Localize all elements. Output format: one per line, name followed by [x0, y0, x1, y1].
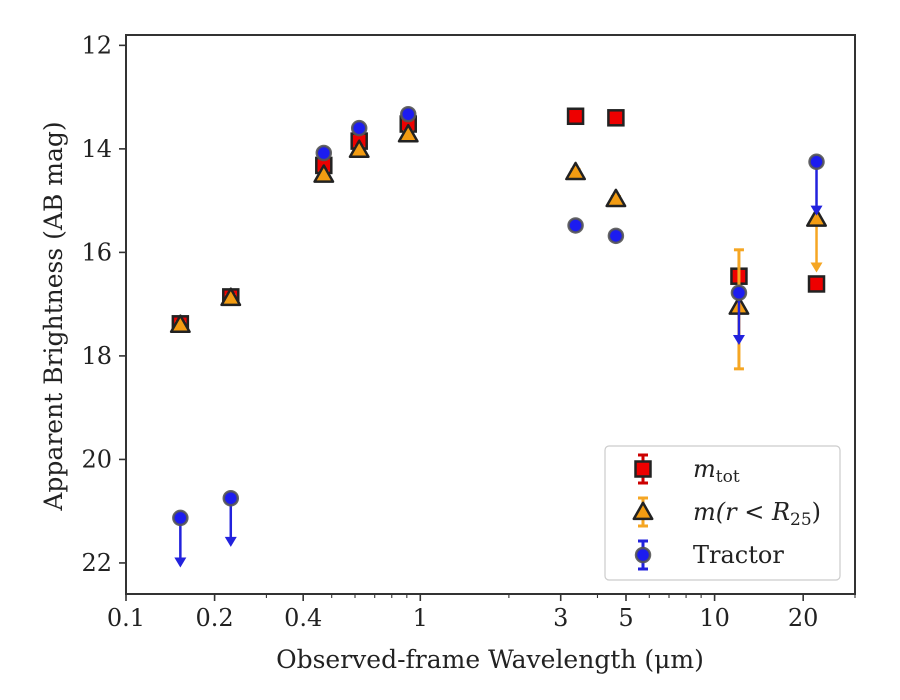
legend-entry: m(r < R25) [632, 496, 821, 530]
data-point [350, 119, 368, 137]
upper-limit-arrowhead [174, 557, 187, 568]
data-point [807, 275, 826, 293]
y-tick-label: 16 [81, 238, 112, 266]
upper-limit-arrowhead [810, 205, 823, 216]
legend-label: Tractor [693, 541, 784, 569]
x-tick-label: 20 [788, 604, 819, 632]
y-tick-label: 18 [81, 342, 112, 370]
data-point [222, 489, 240, 507]
series-1 [171, 107, 826, 333]
legend-entry: Tractor [634, 539, 784, 571]
plot-frame [125, 34, 856, 595]
legend-label: m(r < R25) [693, 498, 821, 530]
x-axis-label: Observed-frame Wavelength (μm) [276, 645, 704, 674]
data-point [566, 107, 585, 126]
data-point [220, 287, 242, 307]
upper-limit-arrowhead [732, 334, 745, 345]
data-point [348, 139, 370, 159]
data-point [607, 227, 625, 245]
data-point [567, 217, 584, 234]
data-point [399, 105, 417, 123]
x-tick-label: 0.4 [284, 604, 322, 632]
legend-label-main: m [693, 455, 716, 483]
data-point [172, 509, 189, 527]
upper-limit-arrowhead [224, 536, 237, 547]
x-tick-label: 5 [618, 604, 633, 632]
legend-label: mtot [693, 455, 740, 487]
series-3 [172, 105, 825, 568]
y-tick-label: 12 [81, 31, 112, 59]
data-point [806, 208, 827, 227]
legend-label-subscript: 25 [790, 510, 812, 530]
y-axis-label: Apparent Brightness (AB mag) [39, 121, 68, 511]
data-point [397, 123, 419, 143]
data-point [607, 109, 625, 127]
data-point [313, 164, 335, 183]
x-tick-label: 3 [553, 604, 568, 632]
y-tick-label: 22 [81, 549, 112, 577]
data-point [730, 284, 748, 302]
legend-label-main: m(r < R [693, 498, 790, 526]
y-tick-label: 14 [81, 135, 112, 163]
data-point [565, 161, 587, 181]
axes: 0.1 0.2 0.4 1 3 5 10 20 12 14 16 18 20 22 [81, 31, 856, 632]
x-tick-label: 0.1 [107, 604, 145, 632]
y-tick-label: 20 [81, 445, 112, 473]
series-2 [169, 123, 827, 371]
data-point [169, 314, 191, 334]
legend-marker [632, 501, 654, 521]
x-tick-label: 10 [699, 604, 730, 632]
legend-box [604, 445, 841, 581]
data-point [605, 188, 627, 208]
data-point [315, 144, 333, 162]
legend-label-subscript: tot [716, 467, 740, 487]
legend-entry: mtot [634, 453, 740, 487]
legend-marker [634, 460, 652, 478]
x-tick-label: 1 [413, 604, 428, 632]
legend-label-main: Tractor [693, 541, 784, 569]
legend-label-end: ) [812, 498, 821, 526]
plot-area [169, 105, 827, 568]
legend: mtot m(r < R25) Tractor [604, 445, 841, 581]
data-point [808, 153, 825, 171]
upper-limit-arrowhead [810, 262, 823, 273]
x-tick-label: 0.2 [196, 604, 234, 632]
legend-marker [634, 546, 652, 564]
